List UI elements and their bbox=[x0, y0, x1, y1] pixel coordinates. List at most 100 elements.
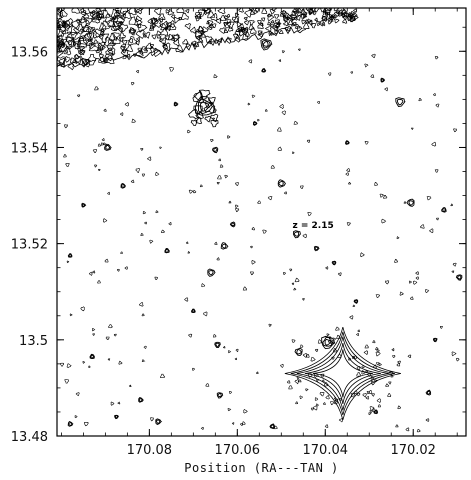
band-contour bbox=[270, 19, 275, 24]
noise-contour bbox=[88, 365, 91, 368]
noise-contour bbox=[317, 101, 321, 104]
noise-contour bbox=[395, 424, 399, 428]
source-contour bbox=[105, 144, 111, 150]
noise-contour bbox=[105, 336, 110, 341]
band-contour bbox=[63, 46, 72, 56]
source-contour bbox=[425, 389, 432, 396]
band-contour bbox=[57, 19, 60, 24]
star-halo-speck bbox=[390, 374, 394, 378]
star-halo-speck bbox=[331, 356, 335, 360]
noise-contour bbox=[77, 94, 81, 98]
band-contour bbox=[68, 45, 73, 50]
band-contour bbox=[151, 17, 158, 24]
source-contour bbox=[314, 246, 319, 251]
noise-contour bbox=[420, 224, 425, 229]
source-contour bbox=[214, 341, 221, 348]
star-halo-speck bbox=[361, 365, 365, 369]
noise-contour bbox=[188, 189, 194, 194]
noise-contour bbox=[357, 329, 361, 333]
noise-contour bbox=[117, 401, 121, 405]
source-contour bbox=[441, 207, 447, 213]
noise-contour bbox=[97, 143, 102, 147]
noise-contour bbox=[429, 228, 434, 234]
noise-contour bbox=[92, 149, 98, 154]
band-contour bbox=[98, 22, 107, 30]
noise-contour bbox=[187, 129, 191, 134]
star-halo-speck bbox=[362, 393, 367, 398]
source bbox=[67, 253, 73, 258]
noise-contour bbox=[103, 108, 107, 112]
band-contour bbox=[128, 16, 139, 26]
source bbox=[220, 242, 229, 250]
noise-contour bbox=[135, 168, 141, 173]
noise-contour bbox=[399, 291, 405, 296]
noise-contour bbox=[150, 417, 154, 422]
x-tick-label: 170.02 bbox=[390, 443, 436, 458]
band-contour bbox=[90, 26, 96, 32]
noise-contour bbox=[187, 251, 191, 254]
band-contour bbox=[347, 15, 353, 21]
noise-contour bbox=[434, 169, 439, 173]
star-contour bbox=[284, 326, 401, 420]
band-contour bbox=[321, 22, 326, 27]
band-contour bbox=[316, 21, 322, 27]
source bbox=[261, 68, 267, 73]
source bbox=[214, 341, 221, 348]
source bbox=[138, 396, 145, 403]
noise-contour bbox=[205, 383, 210, 387]
star-halo-speck bbox=[332, 341, 336, 345]
noise-contour bbox=[270, 165, 275, 169]
band-contour bbox=[76, 38, 88, 48]
source-contour bbox=[442, 208, 447, 212]
noise-contour bbox=[130, 179, 135, 184]
band-contour bbox=[67, 31, 71, 36]
noise-contour bbox=[356, 372, 361, 377]
star-halo-speck bbox=[397, 360, 401, 365]
star-halo-speck bbox=[368, 390, 373, 395]
noise-contour bbox=[212, 117, 216, 121]
source-contour bbox=[221, 243, 227, 249]
star-contour bbox=[312, 349, 373, 398]
noise-contour bbox=[227, 408, 232, 412]
noise-contour bbox=[352, 304, 356, 308]
noise-contour bbox=[82, 361, 86, 364]
noise-contour bbox=[424, 289, 430, 293]
band-contour bbox=[135, 8, 143, 15]
band-contour bbox=[284, 12, 292, 20]
band-contour bbox=[151, 34, 157, 40]
star-halo-speck bbox=[325, 395, 330, 400]
noise-contour bbox=[286, 380, 291, 384]
source-contour bbox=[296, 348, 303, 355]
star-halo-speck bbox=[350, 392, 356, 398]
band-contour bbox=[312, 11, 317, 16]
band-contour bbox=[60, 62, 66, 68]
band-contour bbox=[160, 23, 169, 31]
noise-contour bbox=[440, 326, 443, 329]
noise-contour bbox=[277, 146, 282, 152]
band-contour bbox=[185, 8, 190, 14]
noise-contour bbox=[98, 168, 101, 172]
band-contour bbox=[115, 15, 125, 25]
noise-contour bbox=[370, 74, 375, 78]
noise-contour bbox=[118, 360, 123, 365]
noise-contour bbox=[346, 168, 351, 172]
band-contour bbox=[149, 46, 159, 57]
star-halo-speck bbox=[375, 351, 381, 357]
noise-contour bbox=[193, 189, 197, 194]
noise-contour bbox=[407, 354, 412, 359]
source-contour bbox=[207, 268, 216, 277]
source-contour bbox=[216, 392, 224, 399]
noise-contour bbox=[283, 191, 287, 195]
noise-contour bbox=[235, 182, 240, 186]
source-contour bbox=[156, 419, 161, 424]
band-contour bbox=[164, 35, 170, 41]
band-contour bbox=[135, 15, 143, 23]
source-contour bbox=[138, 397, 143, 402]
source-contour bbox=[120, 183, 125, 188]
noise-contour bbox=[348, 181, 352, 185]
noise-contour bbox=[169, 67, 174, 72]
star-halo-speck bbox=[388, 381, 392, 385]
noise-contour bbox=[374, 182, 379, 186]
noise-contour bbox=[299, 185, 304, 189]
source-contour bbox=[277, 179, 286, 188]
